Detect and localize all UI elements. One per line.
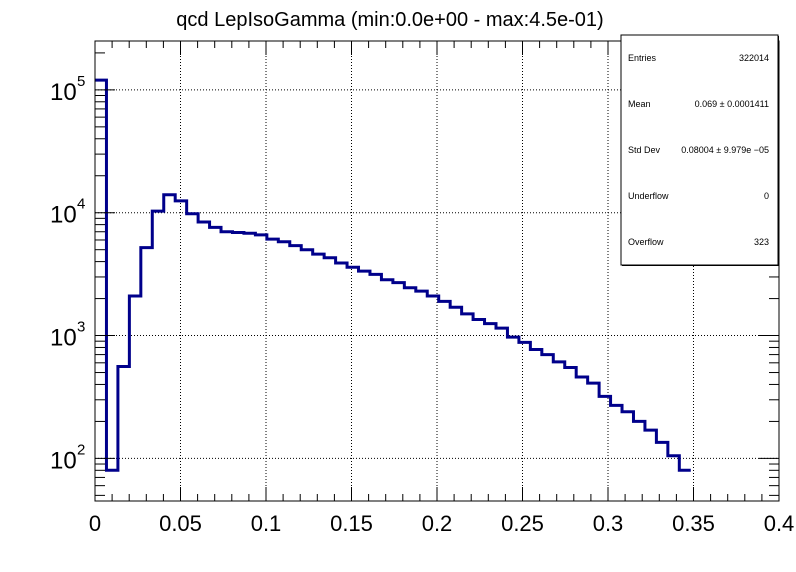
y-tick-label-exponent: 4 (77, 196, 85, 213)
stats-label: Std Dev (628, 145, 661, 155)
x-tick-label: 0.1 (251, 511, 282, 536)
x-axis: 0 0.05 0.1 0.15 0.2 0.25 0.3 0.35 0.4 (89, 41, 794, 536)
y-tick-label-base: 10 (50, 447, 77, 474)
chart-title: qcd LepIsoGamma (min:0.0e+00 - max:4.5e-… (176, 9, 603, 31)
x-tick-label: 0.05 (159, 511, 202, 536)
y-tick-label-exponent: 2 (77, 441, 85, 458)
y-tick-label-exponent: 5 (77, 73, 85, 90)
y-tick-label-exponent: 3 (77, 319, 85, 336)
x-tick-label: 0.3 (593, 511, 624, 536)
histogram-line (95, 78, 691, 472)
stats-label: Overflow (628, 237, 664, 247)
x-tick-label: 0.4 (764, 511, 795, 536)
histogram-series (95, 78, 691, 472)
stats-value: 323 (754, 237, 769, 247)
stats-label: Entries (628, 53, 657, 63)
stats-box: Entries 322014 Mean 0.069 ± 0.0001411 Std De… (620, 34, 779, 266)
x-tick-label: 0.2 (422, 511, 453, 536)
stats-box-frame (620, 34, 779, 266)
x-tick-label: 0.25 (501, 511, 544, 536)
stats-value: 0.08004 ± 9.979e −05 (681, 145, 769, 155)
stats-label: Mean (628, 99, 651, 109)
stats-value: 0 (764, 191, 769, 201)
y-tick-label-base: 10 (50, 202, 77, 229)
x-tick-label: 0.15 (330, 511, 373, 536)
y-tick-label-base: 10 (50, 325, 77, 352)
x-tick-label: 0.35 (672, 511, 715, 536)
y-tick-label-base: 10 (50, 79, 77, 106)
stats-label: Underflow (628, 191, 669, 201)
stats-value: 0.069 ± 0.0001411 (695, 99, 769, 109)
stats-value: 322014 (739, 53, 769, 63)
x-tick-label: 0 (89, 511, 101, 536)
